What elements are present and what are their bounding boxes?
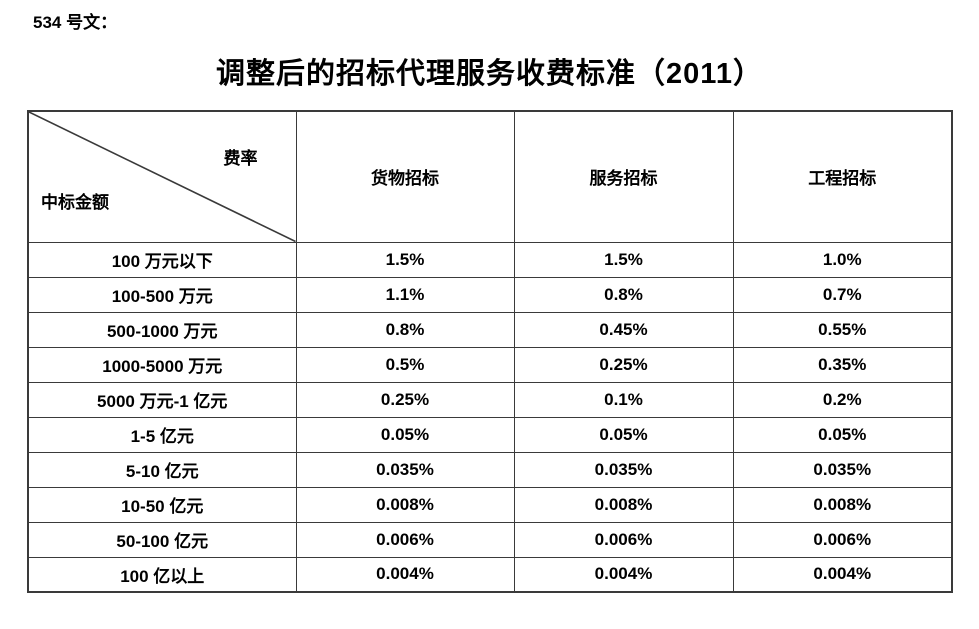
rate-value: 0.008% — [732, 486, 953, 523]
rate-value: 0.006% — [732, 521, 953, 558]
rate-value: 1.5% — [295, 241, 515, 278]
diagonal-divider-line — [29, 112, 296, 242]
table-header-row: 费率 中标金额 货物招标 服务招标 工程招标 — [27, 110, 953, 243]
doc-number-label: 534 号文： — [33, 13, 118, 32]
rate-value: 0.004% — [295, 556, 515, 593]
rate-value: 0.035% — [513, 451, 734, 488]
corner-label-rate: 费率 — [223, 149, 258, 168]
row-label: 10-50 亿元 — [27, 486, 297, 523]
rate-value: 0.55% — [732, 311, 953, 348]
row-label: 50-100 亿元 — [27, 521, 297, 558]
rate-value: 0.8% — [513, 276, 734, 313]
column-header-goods: 货物招标 — [295, 110, 515, 243]
rate-value: 0.05% — [732, 416, 953, 453]
table-row: 100 万元以下 1.5% 1.5% 1.0% — [27, 241, 953, 278]
rate-value: 0.05% — [295, 416, 515, 453]
rate-value: 0.008% — [513, 486, 734, 523]
corner-header-cell: 费率 中标金额 — [27, 110, 297, 243]
page-title: 调整后的招标代理服务收费标准（2011） — [216, 58, 763, 90]
row-label: 5-10 亿元 — [27, 451, 297, 488]
rate-value: 0.035% — [295, 451, 515, 488]
rate-value: 0.7% — [732, 276, 953, 313]
rate-value: 0.004% — [513, 556, 734, 593]
column-header-engineering: 工程招标 — [732, 110, 953, 243]
rate-value: 0.1% — [513, 381, 734, 418]
rate-value: 0.006% — [295, 521, 515, 558]
row-label: 100 亿以上 — [27, 556, 297, 593]
row-label: 100 万元以下 — [27, 241, 297, 278]
row-label: 1000-5000 万元 — [27, 346, 297, 383]
rate-value: 0.45% — [513, 311, 734, 348]
table-row: 1000-5000 万元 0.5% 0.25% 0.35% — [27, 346, 953, 383]
row-label: 5000 万元-1 亿元 — [27, 381, 297, 418]
table-row: 100 亿以上 0.004% 0.004% 0.004% — [27, 556, 953, 593]
table-row: 50-100 亿元 0.006% 0.006% 0.006% — [27, 521, 953, 558]
rate-value: 0.35% — [732, 346, 953, 383]
rate-value: 0.5% — [295, 346, 515, 383]
rate-value: 0.006% — [513, 521, 734, 558]
row-label: 1-5 亿元 — [27, 416, 297, 453]
rate-value: 1.1% — [295, 276, 515, 313]
rate-value: 0.2% — [732, 381, 953, 418]
table-row: 10-50 亿元 0.008% 0.008% 0.008% — [27, 486, 953, 523]
table-row: 500-1000 万元 0.8% 0.45% 0.55% — [27, 311, 953, 348]
rate-value: 0.035% — [732, 451, 953, 488]
column-header-service: 服务招标 — [513, 110, 734, 243]
row-label: 100-500 万元 — [27, 276, 297, 313]
table-row: 100-500 万元 1.1% 0.8% 0.7% — [27, 276, 953, 313]
rate-value: 1.0% — [732, 241, 953, 278]
rate-value: 0.25% — [295, 381, 515, 418]
table-row: 5000 万元-1 亿元 0.25% 0.1% 0.2% — [27, 381, 953, 418]
table-row: 1-5 亿元 0.05% 0.05% 0.05% — [27, 416, 953, 453]
rate-value: 0.25% — [513, 346, 734, 383]
rate-value: 1.5% — [513, 241, 734, 278]
fee-standard-table: 费率 中标金额 货物招标 服务招标 工程招标 100 万元以下 1.5% 1.5… — [27, 110, 953, 593]
rate-value: 0.008% — [295, 486, 515, 523]
corner-label-amount: 中标金额 — [41, 193, 109, 212]
rate-value: 0.8% — [295, 311, 515, 348]
table-row: 5-10 亿元 0.035% 0.035% 0.035% — [27, 451, 953, 488]
rate-value: 0.004% — [732, 556, 953, 593]
row-label: 500-1000 万元 — [27, 311, 297, 348]
rate-value: 0.05% — [513, 416, 734, 453]
